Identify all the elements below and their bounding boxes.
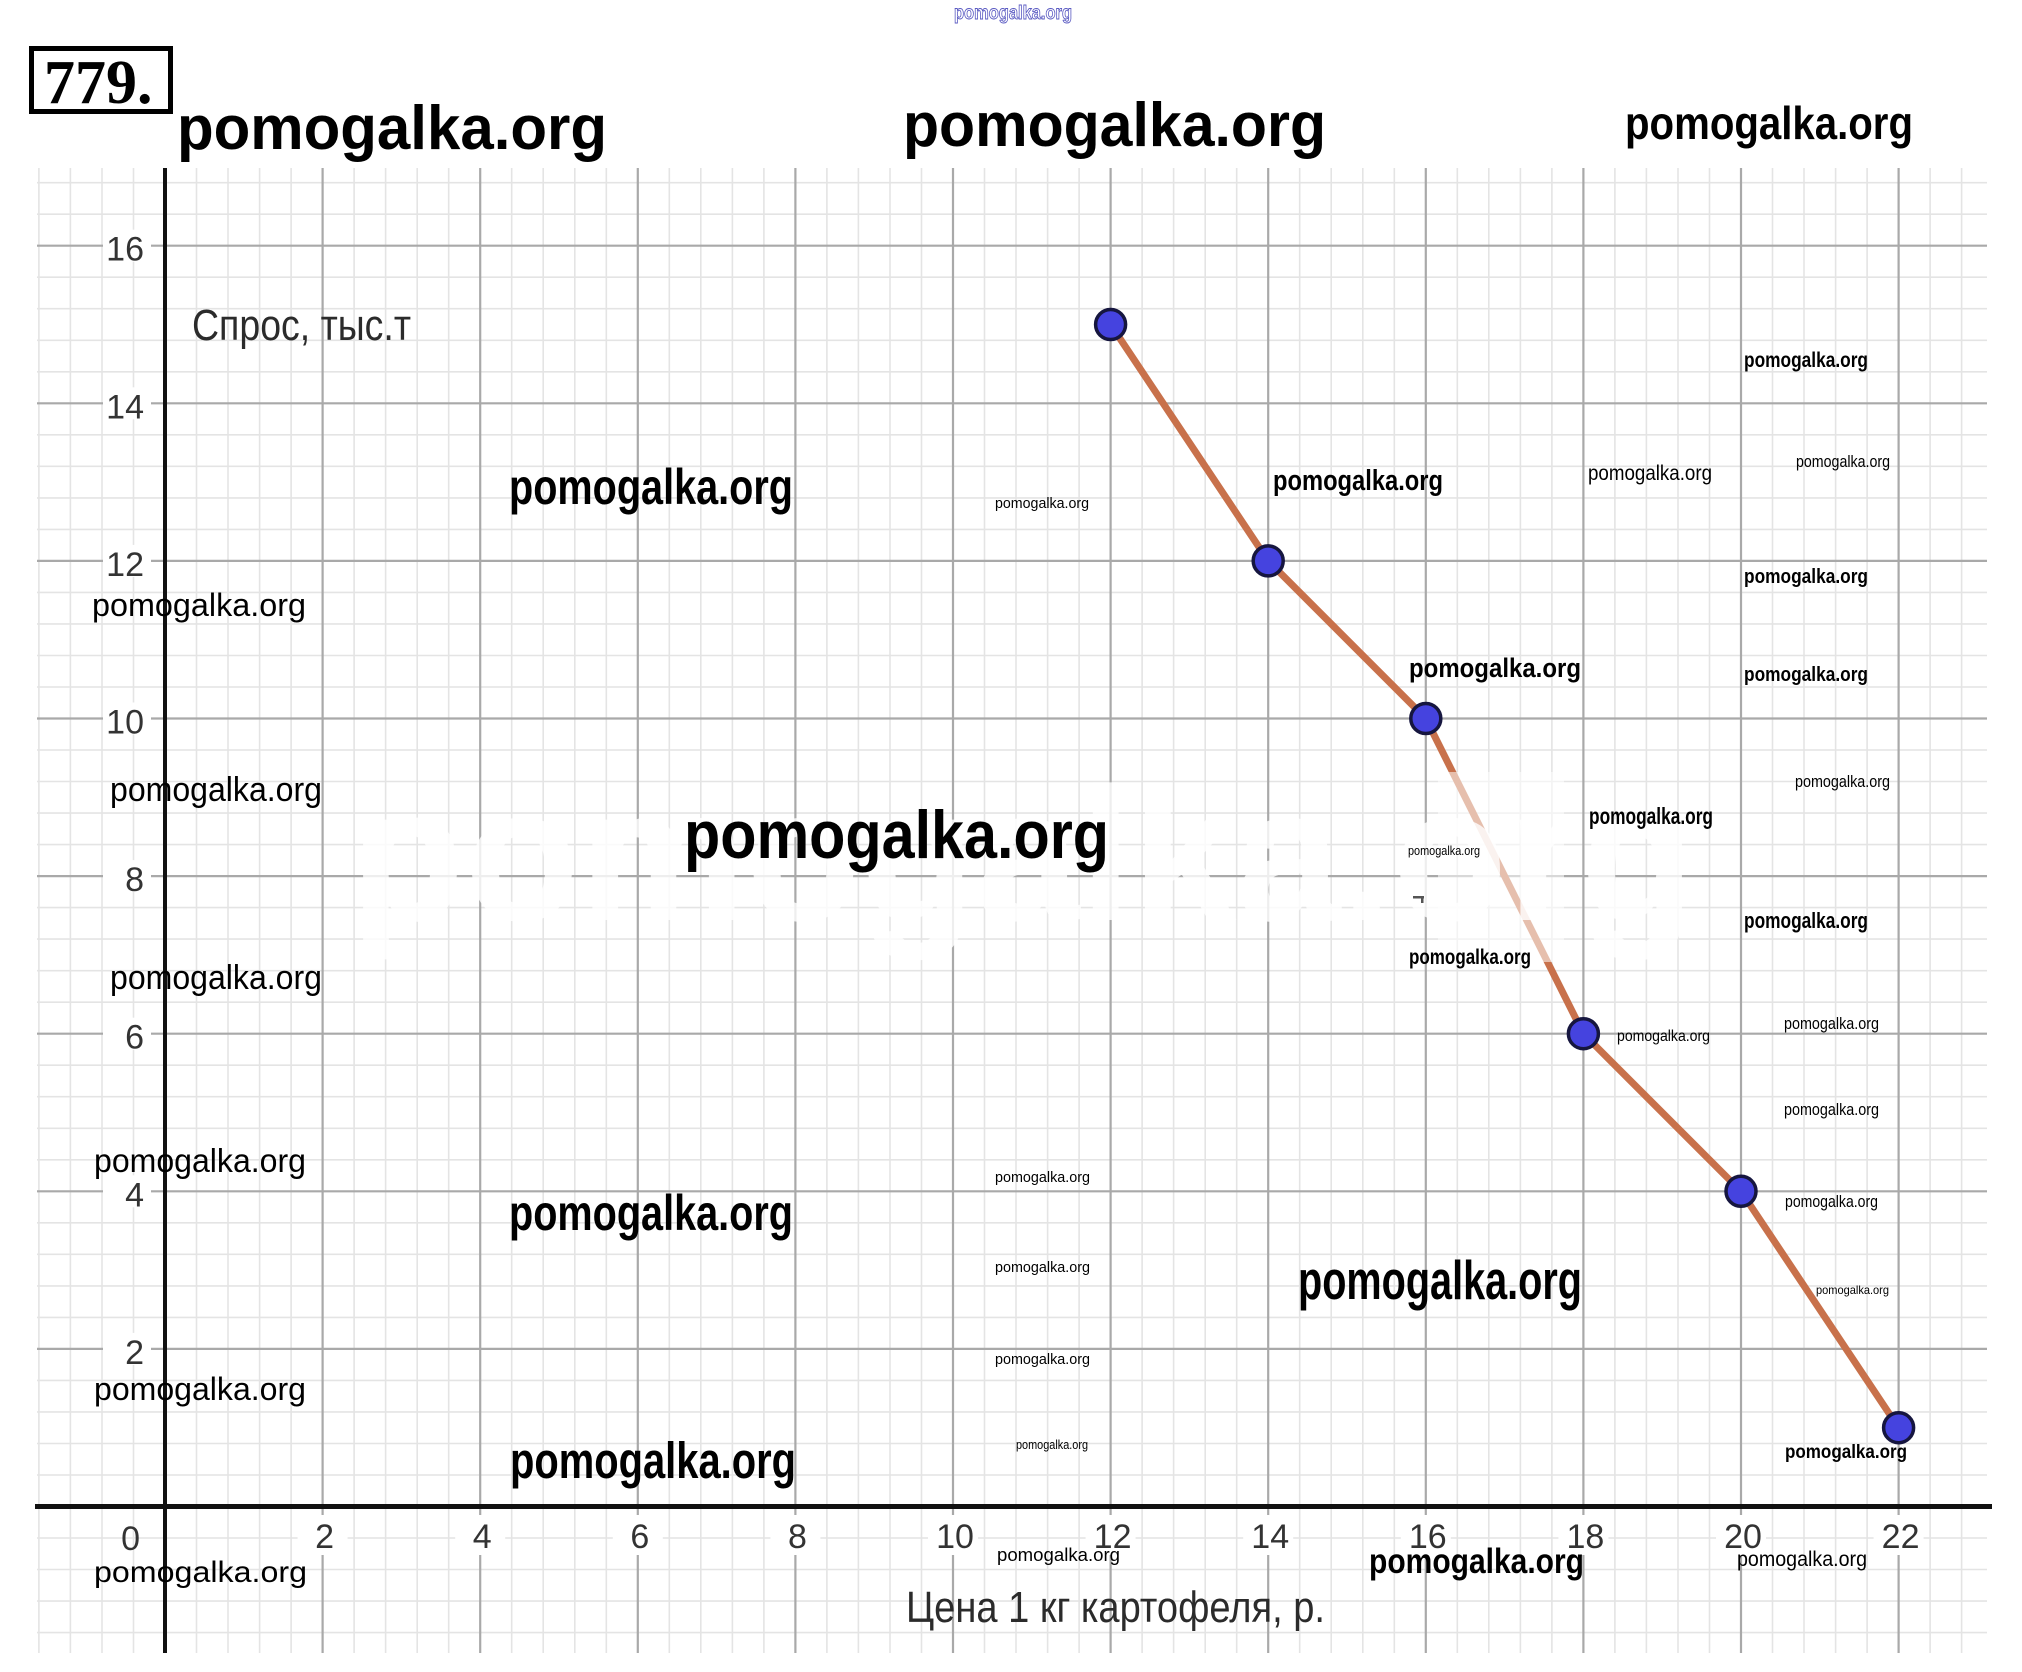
svg-text:pomogalka.org: pomogalka.org xyxy=(509,1185,793,1241)
svg-text:pomogalka.org: pomogalka.org xyxy=(1409,946,1531,969)
svg-text:pomogalka.org: pomogalka.org xyxy=(684,797,1109,873)
svg-text:12: 12 xyxy=(106,546,144,584)
svg-text:4: 4 xyxy=(473,1518,492,1556)
svg-text:pomogalka.org: pomogalka.org xyxy=(1617,1028,1710,1045)
svg-text:pomogalka.org: pomogalka.org xyxy=(94,1556,307,1589)
svg-text:pomogalka.org: pomogalka.org xyxy=(1408,843,1480,858)
svg-text:pomogalka.org: pomogalka.org xyxy=(509,459,793,515)
svg-text:22: 22 xyxy=(1882,1518,1920,1556)
svg-text:10: 10 xyxy=(936,1518,974,1556)
svg-text:4: 4 xyxy=(125,1176,144,1214)
svg-text:0: 0 xyxy=(121,1520,140,1558)
svg-text:20: 20 xyxy=(1724,1518,1762,1556)
svg-text:pomogalka.org: pomogalka.org xyxy=(1784,1014,1879,1033)
svg-text:pomogalka.org: pomogalka.org xyxy=(997,1545,1120,1565)
svg-text:pomogalka.org: pomogalka.org xyxy=(510,1432,796,1489)
svg-text:pomogalka.org: pomogalka.org xyxy=(1369,1542,1584,1581)
svg-text:pomogalka.org: pomogalka.org xyxy=(1795,772,1890,791)
svg-text:Цена 1 кг картофеля, р.: Цена 1 кг картофеля, р. xyxy=(906,1583,1325,1632)
svg-text:8: 8 xyxy=(788,1518,807,1556)
svg-text:pomogalka.org: pomogalka.org xyxy=(1298,1249,1582,1311)
svg-text:pomogalka.org: pomogalka.org xyxy=(1785,1442,1907,1463)
svg-text:pomogalka.org: pomogalka.org xyxy=(995,1351,1090,1368)
svg-text:pomogalka.org: pomogalka.org xyxy=(1784,1100,1879,1119)
svg-text:pomogalka.org: pomogalka.org xyxy=(1273,465,1443,497)
svg-text:pomogalka.org: pomogalka.org xyxy=(110,959,322,997)
svg-text:pomogalka.org: pomogalka.org xyxy=(92,587,306,623)
svg-text:2: 2 xyxy=(315,1518,334,1556)
svg-text:6: 6 xyxy=(125,1019,144,1057)
svg-text:8: 8 xyxy=(125,861,144,899)
svg-text:pomogalka.org: pomogalka.org xyxy=(1744,566,1868,588)
svg-text:6: 6 xyxy=(630,1518,649,1556)
svg-text:pomogalka.org: pomogalka.org xyxy=(1625,97,1913,149)
svg-text:18: 18 xyxy=(1566,1518,1604,1556)
svg-text:pomogalka.org: pomogalka.org xyxy=(94,1142,306,1179)
svg-text:16: 16 xyxy=(1409,1518,1447,1556)
svg-text:pomogalka.org: pomogalka.org xyxy=(1589,803,1713,829)
svg-text:pomogalka.org: pomogalka.org xyxy=(94,1371,306,1407)
svg-text:pomogalka.org: pomogalka.org xyxy=(110,771,322,809)
svg-text:pomogalka.org: pomogalka.org xyxy=(1588,462,1712,485)
svg-text:779.: 779. xyxy=(44,49,153,117)
svg-text:pomogalka.org: pomogalka.org xyxy=(1409,653,1581,683)
svg-text:Спрос, тыс.т: Спрос, тыс.т xyxy=(192,301,411,350)
svg-text:pomogalka.org: pomogalka.org xyxy=(954,3,1072,24)
svg-text:pomogalka.org: pomogalka.org xyxy=(1785,1192,1878,1211)
svg-text:pomogalka.org: pomogalka.org xyxy=(903,91,1326,160)
svg-text:pomogalka.org: pomogalka.org xyxy=(1737,1548,1867,1571)
svg-text:pomogalka.org: pomogalka.org xyxy=(1744,349,1868,372)
svg-text:pomogalka.org: pomogalka.org xyxy=(995,1259,1090,1276)
svg-text:12: 12 xyxy=(1094,1518,1132,1556)
svg-text:pomogalka.org: pomogalka.org xyxy=(1744,908,1868,933)
svg-text:pomogalka.org: pomogalka.org xyxy=(1744,664,1868,686)
svg-text:pomogalka.org: pomogalka.org xyxy=(177,94,607,163)
svg-text:2: 2 xyxy=(125,1334,144,1372)
svg-text:pomogalka.org: pomogalka.org xyxy=(995,495,1089,512)
svg-text:pomogalka.org: pomogalka.org xyxy=(1796,452,1890,471)
svg-text:pomogalka.org: pomogalka.org xyxy=(995,1169,1090,1186)
svg-text:10: 10 xyxy=(106,704,144,742)
svg-text:14: 14 xyxy=(106,388,144,426)
svg-text:14: 14 xyxy=(1251,1518,1289,1556)
svg-text:16: 16 xyxy=(106,231,144,269)
svg-text:pomogalka.org: pomogalka.org xyxy=(1016,1437,1088,1452)
svg-text:pomogalka.org: pomogalka.org xyxy=(1816,1283,1889,1297)
